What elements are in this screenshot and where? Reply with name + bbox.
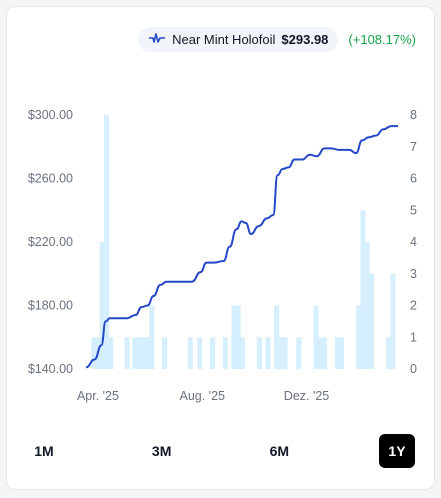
price-line bbox=[85, 125, 398, 369]
volume-bar bbox=[282, 337, 288, 369]
range-button-1m[interactable]: 1M bbox=[26, 434, 62, 468]
y-axis-left-tick: $220.00 bbox=[28, 235, 73, 249]
volume-bar bbox=[360, 210, 366, 369]
y-axis-right-tick: 6 bbox=[410, 172, 417, 186]
chart-legend: Near Mint Holofoil $293.98 (+108.17%) bbox=[138, 27, 416, 52]
y-axis-right-tick: 2 bbox=[410, 299, 417, 313]
volume-bar bbox=[149, 305, 155, 369]
volume-bar bbox=[210, 337, 216, 369]
price-change: (+108.17%) bbox=[348, 32, 416, 47]
y-axis-right-tick: 0 bbox=[410, 362, 417, 376]
volume-bar bbox=[132, 337, 138, 369]
x-axis-tick: Aug. '25 bbox=[180, 389, 226, 403]
y-axis-left-tick: $260.00 bbox=[28, 172, 73, 186]
volume-bar bbox=[140, 337, 146, 369]
series-legend-item[interactable]: Near Mint Holofoil $293.98 bbox=[138, 27, 339, 52]
volume-bar bbox=[231, 305, 237, 369]
pulse-line-icon bbox=[148, 32, 166, 47]
y-axis-right-tick: 8 bbox=[410, 108, 417, 122]
volume-bar bbox=[257, 337, 263, 369]
volume-bar bbox=[386, 337, 392, 369]
volume-bar bbox=[321, 337, 327, 369]
volume-bar bbox=[162, 337, 168, 369]
volume-bar bbox=[239, 337, 245, 369]
volume-bar bbox=[390, 273, 396, 369]
volume-bar bbox=[108, 337, 114, 369]
volume-bar bbox=[124, 337, 130, 369]
volume-bar bbox=[317, 337, 323, 369]
range-button-1y[interactable]: 1Y bbox=[378, 434, 415, 468]
volume-bar bbox=[91, 337, 97, 369]
volume-bar bbox=[187, 337, 193, 369]
volume-bar bbox=[356, 305, 362, 369]
volume-bar bbox=[334, 337, 340, 369]
volume-bar bbox=[99, 242, 105, 369]
range-button-3m[interactable]: 3M bbox=[144, 434, 180, 468]
x-axis-tick: Apr. '25 bbox=[77, 389, 119, 403]
y-axis-right-tick: 5 bbox=[410, 203, 417, 217]
volume-bar bbox=[313, 305, 319, 369]
y-axis-left-tick: $300.00 bbox=[28, 108, 73, 122]
volume-bar bbox=[296, 337, 302, 369]
y-axis-right-tick: 4 bbox=[410, 235, 417, 249]
volume-bar bbox=[278, 337, 284, 369]
y-axis-right-tick: 3 bbox=[410, 267, 417, 281]
volume-bar bbox=[222, 337, 228, 369]
volume-bar bbox=[339, 337, 345, 369]
current-price: $293.98 bbox=[281, 32, 329, 47]
volume-bar bbox=[369, 273, 375, 369]
volume-bar bbox=[136, 337, 142, 369]
y-axis-left-tick: $140.00 bbox=[28, 362, 73, 376]
price-chart: $300.00 $260.00 $220.00 $180.00 $140.00 8 7 6 5 4… bbox=[28, 108, 417, 403]
volume-bar bbox=[274, 305, 280, 369]
y-axis-left-tick: $180.00 bbox=[28, 299, 73, 313]
volume-bar bbox=[145, 337, 151, 369]
x-axis-tick: Dez. '25 bbox=[284, 389, 330, 403]
range-button-6m[interactable]: 6M bbox=[261, 434, 297, 468]
volume-bar bbox=[265, 337, 271, 369]
volume-bar bbox=[235, 305, 241, 369]
y-axis-right-tick: 1 bbox=[410, 330, 417, 344]
series-name: Near Mint Holofoil bbox=[172, 32, 276, 47]
volume-bar bbox=[197, 337, 203, 369]
volume-bar bbox=[364, 242, 370, 369]
range-selector: 1M 3M 6M 1Y bbox=[26, 434, 415, 468]
y-axis-right-tick: 7 bbox=[410, 140, 417, 154]
volume-bar bbox=[104, 115, 110, 369]
